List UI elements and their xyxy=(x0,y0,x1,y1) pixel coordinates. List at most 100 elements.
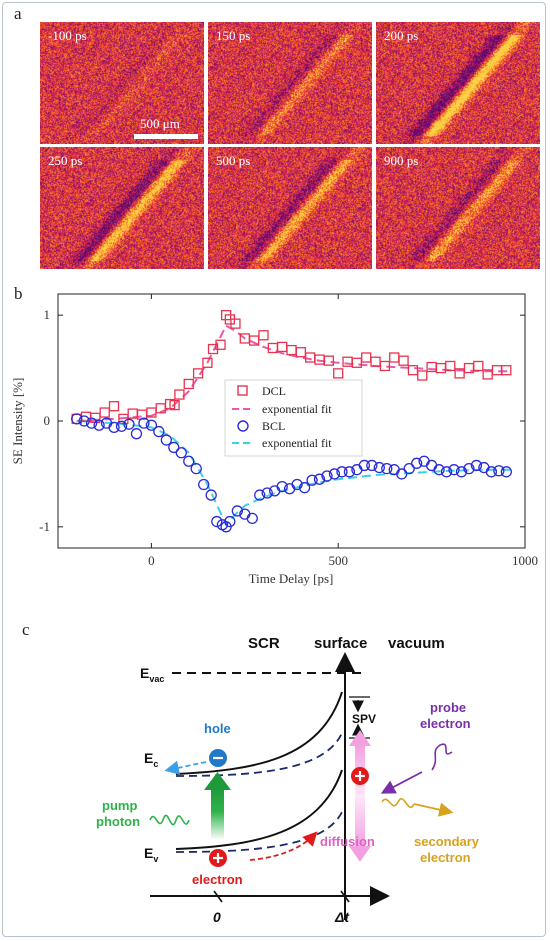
bcl-point xyxy=(366,459,378,472)
x-tick-label: 500 xyxy=(328,553,348,568)
bcl-point xyxy=(313,473,326,485)
spv-label: SPV xyxy=(352,712,376,726)
bcl-point xyxy=(373,461,385,474)
fit-line-dcl xyxy=(76,324,511,422)
dcl-point xyxy=(169,399,180,411)
frame-tile-5: 500 ps xyxy=(208,147,372,269)
se-intensity-chart: 0 500 1000 1 0 -1 SE Intensity [%] Time Delay… xyxy=(10,293,538,586)
diffusion-arrow-down xyxy=(349,846,371,862)
bcl-point xyxy=(321,470,333,482)
dcl-point xyxy=(99,407,110,418)
bcl-point xyxy=(254,489,266,501)
diffusion-arrow-up xyxy=(349,730,371,746)
pump-arrow-head xyxy=(204,772,231,790)
secondary-label-1: secondary xyxy=(414,834,480,849)
bcl-point xyxy=(123,418,135,430)
dcl-point xyxy=(389,352,400,363)
secondary-arrow xyxy=(413,802,454,817)
legend-dcl-fit-label: exponential fit xyxy=(262,402,332,416)
bcl-point xyxy=(358,459,371,472)
ev-band-solid xyxy=(175,769,343,850)
dcl-point xyxy=(215,339,226,350)
dcl-point xyxy=(277,341,288,353)
x-axis-label: Time Delay [ps] xyxy=(249,571,334,586)
panel-a-label: a xyxy=(14,4,22,23)
frame-image-2 xyxy=(208,22,372,144)
dcl-point xyxy=(248,335,260,346)
secondary-wave-icon xyxy=(381,798,415,808)
bcl-point xyxy=(115,420,128,432)
dcl-point xyxy=(445,360,456,372)
legend-bcl-fit-label: exponential fit xyxy=(262,436,332,450)
ev-band-dashed xyxy=(175,811,343,853)
band-diagram: SCR surface vacuum Evac Ec Ev SPV hole p… xyxy=(96,635,480,925)
bcl-point xyxy=(198,478,210,491)
pump-wave-icon xyxy=(149,814,190,826)
bcl-point xyxy=(455,466,468,478)
frame-tile-6: 900 ps xyxy=(376,147,540,269)
time-tick-0 xyxy=(213,890,223,903)
time-zero-label: 0 xyxy=(213,909,221,925)
probe-arrow xyxy=(380,771,423,794)
bcl-point xyxy=(343,466,356,478)
secondary-label-2: electron xyxy=(420,850,471,865)
frame-image-4 xyxy=(40,147,204,269)
dcl-point xyxy=(398,355,409,366)
bcl-point xyxy=(425,459,438,472)
bcl-point xyxy=(85,417,98,429)
dcl-point xyxy=(454,368,465,379)
bcl-point xyxy=(211,515,223,528)
bcl-point xyxy=(396,468,408,480)
bcl-point xyxy=(298,482,311,494)
dcl-point xyxy=(407,365,419,376)
bcl-point xyxy=(448,464,460,476)
legend-bcl-label: BCL xyxy=(262,419,285,433)
dcl-point xyxy=(174,389,185,400)
pump-arrow-shaft xyxy=(211,788,224,840)
bcl-point xyxy=(175,447,187,459)
scale-bar xyxy=(134,134,198,139)
frame-time-label-4: 250 ps xyxy=(48,153,83,168)
bcl-point xyxy=(160,434,172,446)
bcl-point xyxy=(183,455,195,467)
dcl-point xyxy=(342,356,353,367)
frame-image-3 xyxy=(376,22,540,144)
bcl-point xyxy=(500,466,512,478)
bcl-point xyxy=(440,466,453,478)
dcl-point xyxy=(370,356,381,367)
ev-label: Ev xyxy=(144,845,158,864)
frame-time-label-3: 200 ps xyxy=(384,28,419,43)
dcl-point xyxy=(333,368,344,379)
dcl-point xyxy=(435,362,447,374)
frame-image-1 xyxy=(40,22,204,144)
bcl-point xyxy=(381,462,393,475)
time-tick-dt xyxy=(340,890,350,903)
bcl-point xyxy=(93,419,105,431)
dcl-point xyxy=(361,352,372,363)
electron-label: electron xyxy=(192,872,243,887)
frame-time-label-5: 500 ps xyxy=(216,153,251,168)
frame-time-label-2: 150 ps xyxy=(216,28,251,43)
bcl-point xyxy=(261,487,273,499)
bcl-point xyxy=(224,515,236,528)
bcl-point xyxy=(306,474,318,486)
dcl-point xyxy=(491,365,503,376)
axis-ticks: 0 500 1000 1 0 -1 xyxy=(39,294,538,568)
frame-image-5 xyxy=(208,147,372,269)
dcl-point xyxy=(323,355,335,366)
dcl-point xyxy=(379,360,391,372)
dcl-point xyxy=(286,344,297,356)
frame-time-label-6: 900 ps xyxy=(384,153,419,168)
fit-lines xyxy=(76,324,511,527)
y-tick-label: 1 xyxy=(44,307,51,322)
probe-label-1: probe xyxy=(430,700,466,715)
bcl-point xyxy=(485,466,498,478)
bcl-point xyxy=(291,478,303,491)
bcl-point xyxy=(78,415,90,427)
bcl-point xyxy=(470,459,483,472)
bcl-point xyxy=(153,425,165,438)
bcl-point xyxy=(205,489,217,501)
bcl-point xyxy=(190,462,202,475)
frame-tile-3: 200 ps xyxy=(376,22,540,144)
